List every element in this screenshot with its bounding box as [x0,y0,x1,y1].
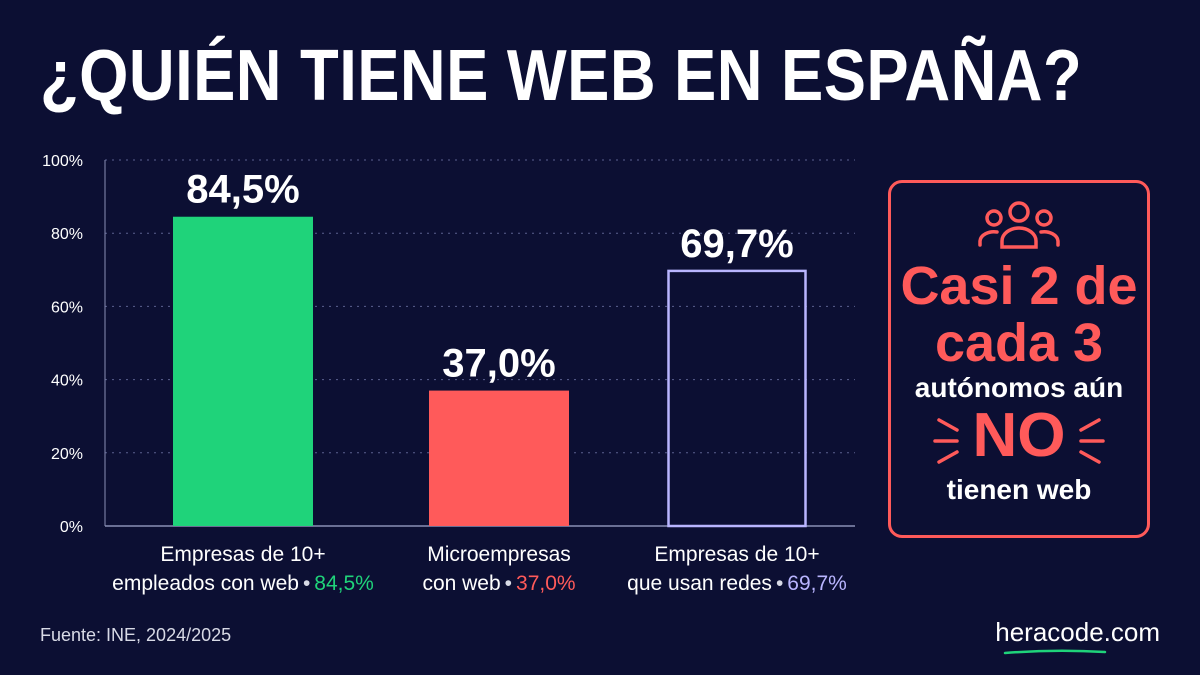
bar-value-label: 84,5% [186,168,299,212]
category-value: 84,5% [314,572,374,595]
brand-underline-icon [1003,649,1107,655]
bar [429,390,569,526]
y-tick-label: 40% [51,373,83,390]
no-emphasis: NO [891,404,1147,474]
category-label: Empresas de 10+ que usan redes • 69,7% [627,543,847,595]
y-tick-label: 60% [51,299,83,316]
y-tick-label: 20% [51,446,83,463]
burst-lines-icon [933,418,1105,464]
people-icon [978,201,1060,249]
category-value: 69,7% [787,572,847,595]
callout-line: tienen web [946,474,1092,505]
y-tick-label: 80% [51,226,83,243]
bar-value-label: 69,7% [680,222,793,266]
category-label: Microempresas con web • 37,0% [422,543,576,595]
chart-title: ¿QUIÉN TIENE WEB EN ESPAÑA? [40,36,1083,116]
y-tick-label: 0% [60,519,83,536]
callout-no: NO [972,401,1066,470]
callout-line: autónomos aún [914,372,1124,403]
category-label: Empresas de 10+ empleados con web • 84,5% [112,543,374,595]
bar-chart: 0% 20% 40% 60% 80% 100% 84,5% 37,0% 69,7% [42,153,855,536]
bar [667,269,807,528]
bar [173,216,313,527]
bar-value-label: 37,0% [442,342,555,386]
callout-line: cada 3 [934,313,1104,373]
source-note: Fuente: INE, 2024/2025 [40,625,232,645]
y-tick-label: 100% [42,153,83,170]
brand-link[interactable]: heracode.com [995,617,1160,656]
callout-line: Casi 2 de [900,256,1138,316]
callout-box: Casi 2 de cada 3 autónomos aún NO tienen… [888,180,1150,538]
category-value: 37,0% [516,572,576,595]
